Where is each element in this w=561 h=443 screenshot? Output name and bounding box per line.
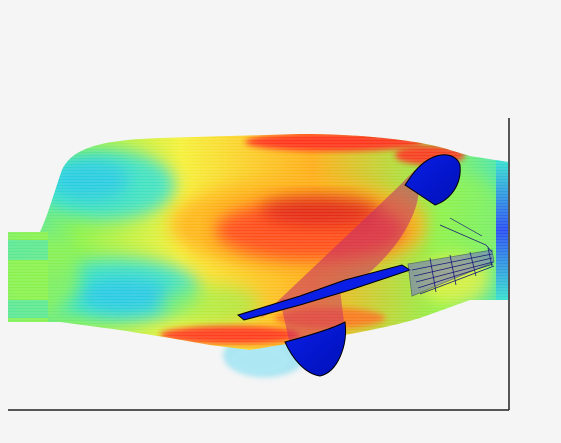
damper-grille [407, 217, 495, 297]
damper-assembly [236, 154, 495, 377]
inlet-streamlines [8, 232, 48, 322]
damper-upper-disc [404, 154, 461, 206]
damper-lower-disc [284, 321, 347, 377]
damper-shadow-upper [260, 170, 419, 318]
duct-flow [8, 134, 508, 350]
